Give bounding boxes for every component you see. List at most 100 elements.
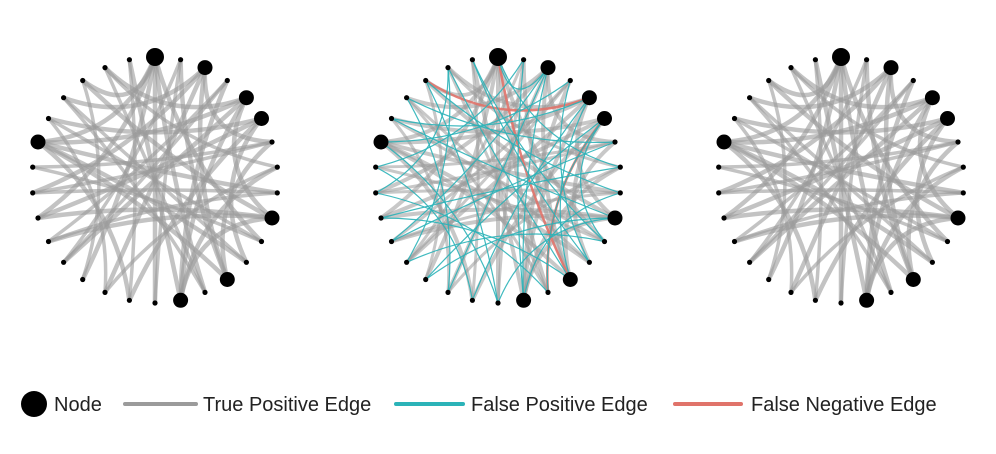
graph-node xyxy=(545,289,551,295)
graph-node xyxy=(469,57,475,63)
graph-node xyxy=(126,297,132,303)
graph-node xyxy=(567,77,573,84)
true-positive-edge xyxy=(61,57,183,265)
false-positive-edge xyxy=(390,67,549,243)
true-positive-edge xyxy=(747,57,869,265)
graph-node xyxy=(423,77,429,84)
graph-node xyxy=(80,276,86,283)
nodes-layer xyxy=(373,48,623,308)
graph-node xyxy=(607,210,623,226)
false-positive-edge xyxy=(390,141,616,243)
true-positive-edge xyxy=(716,140,960,195)
graph-node xyxy=(404,259,410,265)
graph-node xyxy=(788,65,794,71)
true-positive-edge xyxy=(732,116,950,244)
true-positive-edge xyxy=(153,57,183,305)
true-positive-edge xyxy=(888,65,961,145)
false-positive-edge xyxy=(471,59,590,263)
false-positive-edge xyxy=(375,192,549,293)
false-positive-edge xyxy=(425,79,499,304)
graph-panel-inferred-network xyxy=(373,48,623,308)
false-positive-edge xyxy=(497,56,549,90)
false-positive-edge xyxy=(406,233,606,263)
graph-node xyxy=(388,238,395,245)
true-positive-edge xyxy=(716,65,894,196)
graph-node xyxy=(80,77,86,84)
false-positive-edge xyxy=(447,67,571,281)
graph-node xyxy=(489,48,507,66)
graph-node xyxy=(562,272,578,287)
graph-node xyxy=(495,300,501,306)
false-positive-edge xyxy=(425,79,621,194)
graph-node xyxy=(30,134,46,150)
true-positive-edge xyxy=(747,95,893,295)
true-positive-edge xyxy=(80,78,275,221)
graph-node xyxy=(888,289,894,295)
nodes-layer xyxy=(30,48,280,308)
legend-node-label: Node xyxy=(54,394,102,416)
true-positive-edge xyxy=(103,165,280,295)
edges-layer xyxy=(716,54,966,306)
false-positive-edge xyxy=(517,59,525,301)
graph-node xyxy=(601,238,608,245)
edges-layer xyxy=(30,54,280,306)
false-positive-edge xyxy=(523,192,621,301)
graph-node xyxy=(540,60,556,76)
legend: Node True Positive Edge False Positive E… xyxy=(21,391,937,417)
true-positive-edge xyxy=(46,116,264,244)
graph-node xyxy=(404,95,410,101)
graph-node xyxy=(766,77,772,84)
true-positive-edge xyxy=(178,215,275,303)
graph-node xyxy=(597,111,612,126)
legend-false-positive-label: False Positive Edge xyxy=(471,394,648,416)
graph-node xyxy=(832,48,850,66)
graph-node xyxy=(612,139,618,145)
graph-node xyxy=(238,90,254,106)
true-positive-edge xyxy=(716,140,960,169)
graph-node xyxy=(264,210,280,226)
false-negative-edge xyxy=(424,79,591,112)
false-positive-edge xyxy=(546,117,606,293)
true-positive-edge xyxy=(35,207,275,221)
true-positive-edge xyxy=(379,55,500,220)
true-positive-edge xyxy=(446,66,622,169)
graph-node xyxy=(274,164,280,170)
true-positive-edge xyxy=(716,188,966,195)
false-positive-edge xyxy=(497,56,621,168)
false-positive-edge xyxy=(380,217,571,281)
true-positive-edge xyxy=(732,116,794,295)
true-positive-edge xyxy=(839,57,869,305)
true-positive-edge xyxy=(405,96,550,294)
graph-node xyxy=(243,259,249,265)
true-positive-edge xyxy=(30,188,280,195)
false-positive-edge xyxy=(380,141,499,304)
graph-node xyxy=(747,259,753,265)
graph-node xyxy=(388,115,395,122)
true-positive-edge xyxy=(30,140,274,195)
true-positive-edge xyxy=(127,57,137,303)
true-positive-edge xyxy=(788,65,935,110)
nodes-layer xyxy=(716,48,966,308)
graph-node xyxy=(960,190,966,196)
graph-node xyxy=(445,65,451,71)
false-negative-edge xyxy=(496,55,572,281)
graph-node xyxy=(716,164,722,170)
graph-node xyxy=(274,190,280,196)
legend-false-negative-label: False Negative Edge xyxy=(751,394,937,416)
false-positive-edge xyxy=(390,97,590,127)
graph-node xyxy=(940,111,955,126)
graph-node xyxy=(788,289,794,295)
true-positive-edge xyxy=(178,78,230,303)
graph-node xyxy=(944,238,951,245)
true-positive-edge xyxy=(864,57,916,282)
false-positive-edge xyxy=(375,59,525,168)
graph-node xyxy=(766,276,772,283)
graph-node xyxy=(859,292,875,308)
graph-node xyxy=(516,292,532,308)
graph-node xyxy=(812,297,818,303)
true-positive-edge xyxy=(46,116,108,295)
graph-panel-true-network xyxy=(30,48,280,308)
graph-node xyxy=(219,272,235,287)
graph-node xyxy=(35,215,41,221)
